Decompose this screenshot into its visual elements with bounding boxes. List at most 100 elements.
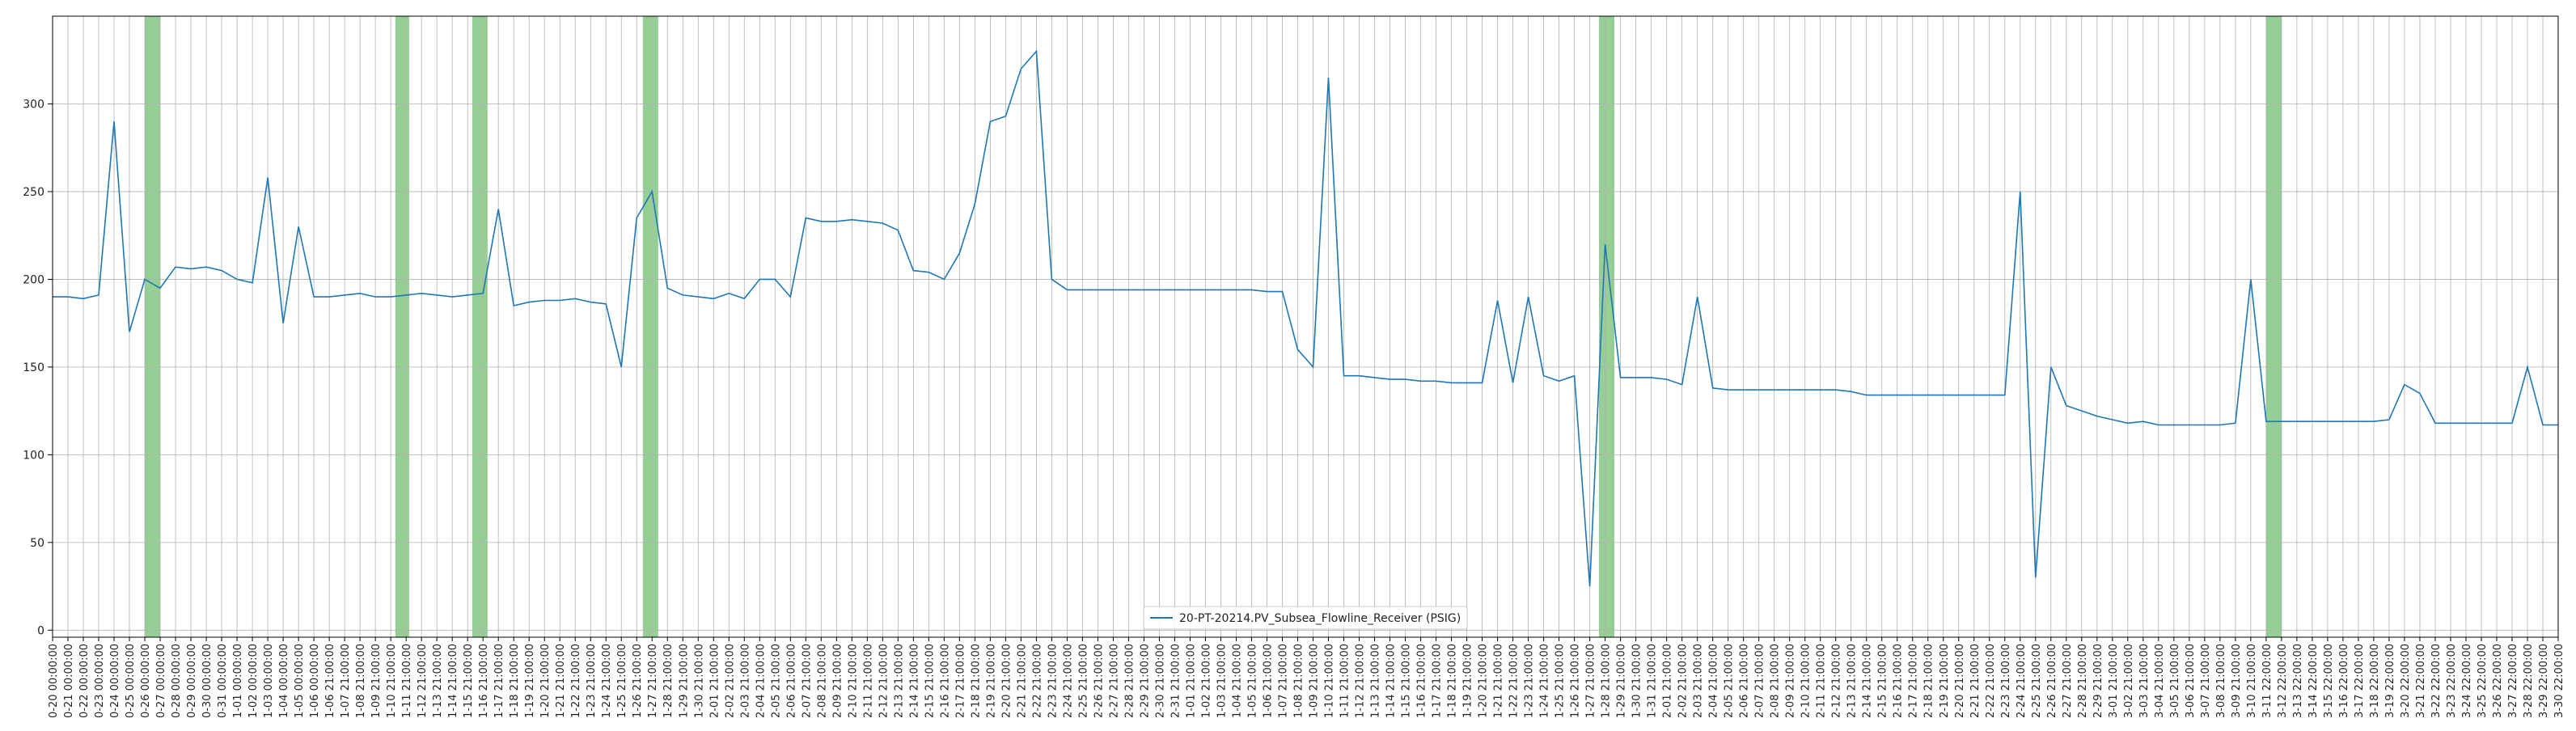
x-tick-label: 2-22 21:00:00 — [1031, 644, 1043, 718]
x-tick-label: 1-22 21:00:00 — [570, 644, 582, 718]
x-tick-label: 3-05 21:00:00 — [2169, 644, 2181, 718]
x-tick-label: 1-03 21:00:00 — [1216, 644, 1228, 718]
x-tick-label: 2-28 21:00:00 — [2077, 644, 2089, 718]
x-tick-label: 0-20 00:00:00 — [48, 644, 60, 718]
x-tick-label: 2-10 21:00:00 — [847, 644, 859, 718]
x-tick-label: 1-27 21:00:00 — [647, 644, 659, 718]
x-tick-label: 3-10 21:00:00 — [2246, 644, 2258, 718]
x-tick-label: 3-19 22:00:00 — [2384, 644, 2396, 718]
x-tick-label: 2-15 21:00:00 — [1877, 644, 1889, 718]
x-tick-label: 1-23 21:00:00 — [586, 644, 598, 718]
x-tick-label: 2-19 21:00:00 — [985, 644, 997, 718]
x-tick-label: 1-24 21:00:00 — [601, 644, 613, 718]
legend: 20-PT-20214.PV_Subsea_Flowline_Receiver … — [1143, 606, 1468, 630]
x-tick-label: 2-21 21:00:00 — [1969, 644, 1982, 718]
x-tick-label: 2-06 21:00:00 — [1739, 644, 1751, 718]
x-tick-label: 1-18 21:00:00 — [509, 644, 521, 718]
x-tick-label: 2-02 21:00:00 — [724, 644, 736, 718]
y-tick-label: 200 — [23, 273, 44, 286]
x-tick-label: 0-26 00:00:00 — [140, 644, 152, 718]
x-tick-label: 3-07 21:00:00 — [2200, 644, 2212, 718]
x-tick-label: 3-27 22:00:00 — [2507, 644, 2519, 718]
x-tick-label: 2-11 21:00:00 — [1816, 644, 1828, 718]
x-tick-label: 3-06 21:00:00 — [2185, 644, 2197, 718]
highlight-span — [2265, 16, 2282, 637]
x-tick-label: 2-07 21:00:00 — [1754, 644, 1766, 718]
plot-frame — [52, 15, 2559, 638]
x-tick-label: 2-17 21:00:00 — [1908, 644, 1920, 718]
x-tick-label: 3-26 22:00:00 — [2492, 644, 2504, 718]
x-tick-label: 2-24 21:00:00 — [2016, 644, 2028, 718]
x-tick-label: 2-04 21:00:00 — [755, 644, 767, 718]
x-tick-label: 1-09 21:00:00 — [370, 644, 383, 718]
x-tick-label: 0-27 00:00:00 — [155, 644, 167, 718]
x-tick-label: 2-05 21:00:00 — [770, 644, 782, 718]
x-tick-label: 1-08 21:00:00 — [355, 644, 367, 718]
x-tick-label: 0-30 00:00:00 — [201, 644, 214, 718]
x-tick-label: 1-28 21:00:00 — [662, 644, 675, 718]
x-tick-label: 1-26 21:00:00 — [632, 644, 644, 718]
x-tick-label: 1-06 21:00:00 — [1262, 644, 1274, 718]
x-tick-label: 1-01 00:00:00 — [232, 644, 244, 718]
x-tick-label: 3-01 21:00:00 — [2108, 644, 2120, 718]
x-tick-label: 1-07 21:00:00 — [1277, 644, 1289, 718]
x-tick-label: 1-14 21:00:00 — [1385, 644, 1398, 718]
x-tick-label: 2-17 21:00:00 — [954, 644, 967, 718]
x-tick-label: 2-10 21:00:00 — [1800, 644, 1813, 718]
x-tick-label: 2-12 21:00:00 — [1831, 644, 1843, 718]
x-tick-label: 2-29 21:00:00 — [2092, 644, 2104, 718]
x-tick-label: 2-08 21:00:00 — [816, 644, 828, 718]
x-tick-label: 1-29 21:00:00 — [1616, 644, 1628, 718]
x-tick-label: 3-23 22:00:00 — [2446, 644, 2458, 718]
x-tick-label: 2-15 21:00:00 — [924, 644, 936, 718]
x-tick-label: 2-30 21:00:00 — [1154, 644, 1166, 718]
x-tick-label: 3-14 22:00:00 — [2307, 644, 2320, 718]
x-tick-label: 1-23 21:00:00 — [1524, 644, 1536, 718]
x-tick-label: 3-29 22:00:00 — [2538, 644, 2550, 718]
x-tick-label: 1-10 21:00:00 — [1324, 644, 1336, 718]
x-tick-label: 1-22 21:00:00 — [1508, 644, 1521, 718]
x-tick-label: 0-29 00:00:00 — [186, 644, 198, 718]
x-tick-label: 2-23 21:00:00 — [1047, 644, 1059, 718]
x-tick-label: 1-30 21:00:00 — [693, 644, 705, 718]
x-tick-label: 3-30 22:00:00 — [2553, 644, 2565, 718]
x-tick-label: 1-12 21:00:00 — [1355, 644, 1367, 718]
x-tick-label: 1-28 21:00:00 — [1601, 644, 1613, 718]
x-tick-label: 3-03 21:00:00 — [2138, 644, 2151, 718]
x-tick-label: 2-22 21:00:00 — [1985, 644, 1997, 718]
x-tick-label: 1-11 21:00:00 — [1339, 644, 1351, 718]
x-tick-label: 1-30 21:00:00 — [1631, 644, 1643, 718]
x-tick-label: 3-28 22:00:00 — [2523, 644, 2535, 718]
x-tick-label: 1-09 21:00:00 — [1309, 644, 1321, 718]
y-tick-label: 0 — [37, 624, 44, 637]
x-tick-label: 3-08 21:00:00 — [2215, 644, 2227, 718]
y-tick-label: 100 — [23, 449, 44, 462]
x-tick-label: 0-23 00:00:00 — [94, 644, 106, 718]
x-tick-label: 1-05 21:00:00 — [1246, 644, 1258, 718]
x-tick-label: 3-18 22:00:00 — [2369, 644, 2381, 718]
x-tick-label: 2-09 21:00:00 — [1785, 644, 1797, 718]
x-tick-label: 2-13 21:00:00 — [893, 644, 905, 718]
highlight-span — [642, 16, 658, 637]
highlight-span — [1599, 16, 1615, 637]
x-tick-label: 3-22 22:00:00 — [2430, 644, 2443, 718]
x-tick-label: 2-08 21:00:00 — [1770, 644, 1782, 718]
x-tick-label: 2-20 21:00:00 — [1000, 644, 1013, 718]
highlight-span — [395, 16, 409, 637]
x-tick-label: 1-10 21:00:00 — [386, 644, 398, 718]
x-tick-label: 2-20 21:00:00 — [1954, 644, 1966, 718]
x-tick-label: 1-13 21:00:00 — [432, 644, 444, 718]
x-tick-label: 2-02 21:00:00 — [1677, 644, 1690, 718]
x-tick-label: 1-13 21:00:00 — [1370, 644, 1382, 718]
x-tick-label: 3-16 22:00:00 — [2338, 644, 2350, 718]
x-tick-label: 2-23 21:00:00 — [2000, 644, 2012, 718]
x-tick-label: 2-21 21:00:00 — [1016, 644, 1028, 718]
x-tick-label: 2-26 21:00:00 — [1093, 644, 1105, 718]
x-tick-label: 1-20 21:00:00 — [539, 644, 552, 718]
x-tick-label: 2-25 21:00:00 — [1077, 644, 1089, 718]
x-tick-label: 2-16 21:00:00 — [939, 644, 951, 718]
x-tick-label: 2-27 21:00:00 — [1108, 644, 1120, 718]
data-line — [53, 49, 2558, 587]
x-tick-label: 3-09 21:00:00 — [2231, 644, 2243, 718]
